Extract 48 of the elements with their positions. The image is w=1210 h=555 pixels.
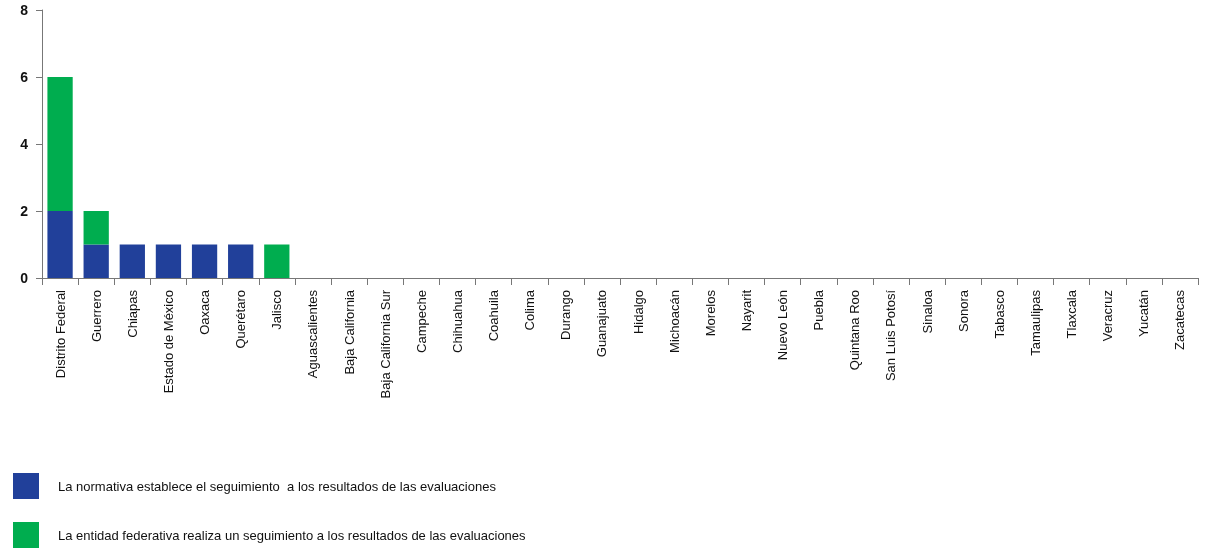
x-tick-label: Tamaulipas — [1027, 289, 1043, 356]
x-tick-label: Hidalgo — [630, 290, 646, 335]
x-tick-label: Colima — [522, 289, 538, 331]
x-tick-label: Jalisco — [269, 290, 285, 330]
x-tick-label: Guanajuato — [594, 290, 610, 358]
bar — [228, 244, 254, 278]
x-tick-label: Distrito Federal — [52, 289, 68, 379]
x-tick-label: Nuevo León — [775, 290, 791, 361]
x-tick-label: Yucatán — [1136, 290, 1152, 337]
bar — [191, 244, 218, 278]
bar — [47, 77, 73, 211]
bar — [155, 244, 182, 278]
x-tick-label: Zacatecas — [1172, 289, 1188, 350]
y-tick-label: 2 — [20, 203, 29, 219]
x-tick-label: Campeche — [413, 290, 429, 353]
legend-label: La entidad federativa realiza un seguimiento a los resultados de las evaluaciones — [58, 527, 527, 543]
x-tick-label: Tabasco — [991, 290, 1007, 339]
x-tick-label: Tlaxcala — [1064, 289, 1080, 339]
x-tick-label: Oaxaca — [197, 289, 213, 335]
x-tick-label: Sinaloa — [919, 289, 935, 334]
x-tick-label: Coahuila — [486, 289, 502, 342]
x-tick-label: Guerrero — [88, 290, 104, 343]
x-tick-label: Puebla — [811, 289, 827, 331]
x-tick-label: Aguascalientes — [305, 289, 321, 379]
legend-label: La normativa establece el seguimiento a los resultados de las evaluaciones — [58, 478, 497, 494]
x-tick-label: Estado de México — [160, 290, 176, 394]
y-tick-label: 8 — [20, 2, 29, 18]
x-tick-label: Chiapas — [124, 289, 140, 338]
x-tick-label: Durango — [558, 290, 574, 340]
y-tick-label: 4 — [20, 136, 29, 152]
x-tick-label: San Luis Potosí — [883, 289, 899, 382]
bar — [83, 211, 109, 245]
x-tick-label: Veracruz — [1100, 290, 1116, 342]
bar — [264, 244, 290, 278]
bar — [83, 244, 109, 278]
x-tick-label: Quintana Roo — [847, 290, 863, 371]
x-tick-label: Sonora — [955, 289, 971, 332]
x-tick-label: Querétaro — [233, 290, 249, 349]
x-tick-label: Chihuahua — [449, 289, 465, 353]
x-tick-label: Morelos — [702, 289, 718, 337]
x-tick-label: Baja California — [341, 289, 357, 375]
bar — [119, 244, 145, 278]
x-tick-label: Nayarit — [738, 289, 754, 332]
bar — [47, 211, 73, 278]
x-tick-label: Michoacán — [666, 290, 682, 353]
y-tick-label: 0 — [20, 270, 29, 286]
x-tick-label: Baja California Sur — [377, 289, 393, 399]
y-tick-label: 6 — [20, 69, 29, 85]
